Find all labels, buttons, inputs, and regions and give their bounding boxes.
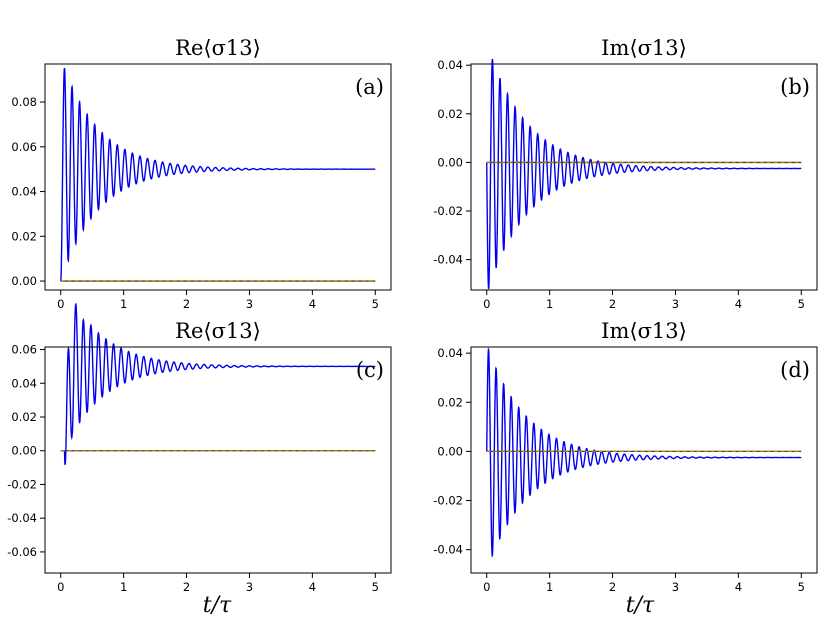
x-tick-label: 5 — [372, 580, 379, 594]
x-tick-label: 4 — [735, 580, 742, 594]
panel-title: Re⟨σ13⟩ — [175, 36, 261, 60]
x-tick-label: 3 — [672, 297, 679, 311]
x-tick-label: 5 — [798, 580, 805, 594]
y-tick-label: 0.04 — [11, 185, 37, 199]
x-tick-label: 3 — [246, 297, 253, 311]
plot-frame — [470, 346, 818, 574]
panel-title: Im⟨σ13⟩ — [601, 319, 687, 343]
x-tick-label: 2 — [609, 297, 616, 311]
y-tick-label: -0.04 — [433, 543, 463, 557]
panel-label: (a) — [355, 75, 384, 99]
panel-title: Im⟨σ13⟩ — [601, 36, 687, 60]
y-tick-label: -0.02 — [7, 477, 37, 491]
x-tick-label: 2 — [183, 580, 190, 594]
x-tick-label: 0 — [483, 297, 490, 311]
panel-a: Re⟨σ13⟩ 0 1 2 3 4 5 0.00 0.02 0.04 0.06 0.08 (a) — [11, 36, 392, 311]
series-line-oscillating — [60, 67, 376, 282]
y-tick-label: 0.02 — [11, 229, 37, 243]
x-tick-label: 0 — [57, 580, 64, 594]
y-tick-label: 0.00 — [11, 274, 37, 288]
y-tick-label: 0.00 — [437, 444, 463, 458]
plot-frame — [44, 63, 392, 291]
x-tick-label: 1 — [546, 297, 553, 311]
y-tick-label: 0.04 — [437, 58, 463, 72]
plot-frame — [44, 346, 392, 574]
x-axis-label-left: t/τ — [203, 593, 232, 618]
x-tick-label: 4 — [735, 297, 742, 311]
panel-label: (d) — [780, 358, 810, 382]
panel-c: Re⟨σ13⟩ 0 1 2 3 4 5 -0.06 -0.04 -0.02 0.00 0.02 0.04… — [7, 302, 392, 594]
y-tick-label: 0.08 — [11, 95, 37, 109]
x-tick-label: 5 — [798, 297, 805, 311]
x-axis-label-right: t/τ — [626, 593, 655, 618]
y-tick-label: -0.06 — [7, 545, 37, 559]
x-tick-label: 1 — [120, 297, 127, 311]
x-tick-label: 4 — [309, 297, 316, 311]
y-tick-label: 0.06 — [11, 140, 37, 154]
panel-d: Im⟨σ13⟩ 0 1 2 3 4 5 -0.04 -0.02 0.00 0.02 0.04 (d) — [433, 319, 818, 594]
y-tick-label: 0.04 — [437, 346, 463, 360]
y-tick-label: -0.04 — [7, 511, 37, 525]
x-tick-label: 5 — [372, 297, 379, 311]
y-tick-label: 0.02 — [11, 410, 37, 424]
y-tick-label: 0.06 — [11, 343, 37, 357]
series-line-oscillating — [486, 347, 802, 558]
x-tick-label: 1 — [120, 580, 127, 594]
x-tick-label: 2 — [183, 297, 190, 311]
panel-b: Im⟨σ13⟩ 0 1 2 3 4 5 -0.04 -0.02 0.00 0.02 0.04 (b) — [433, 36, 818, 311]
x-tick-label: 0 — [483, 580, 490, 594]
y-tick-label: 0.00 — [437, 155, 463, 169]
panel-label: (b) — [780, 75, 810, 99]
y-tick-label: 0.04 — [11, 376, 37, 390]
y-tick-label: -0.04 — [433, 253, 463, 267]
x-tick-label: 3 — [246, 580, 253, 594]
series-line-oscillating — [486, 58, 802, 290]
y-tick-label: 0.02 — [437, 395, 463, 409]
x-tick-label: 1 — [546, 580, 553, 594]
y-tick-label: -0.02 — [433, 204, 463, 218]
x-tick-label: 0 — [57, 297, 64, 311]
x-tick-label: 4 — [309, 580, 316, 594]
x-tick-label: 3 — [672, 580, 679, 594]
panel-label: (c) — [356, 358, 384, 382]
y-tick-label: -0.02 — [433, 494, 463, 508]
x-tick-label: 2 — [609, 580, 616, 594]
y-tick-label: 0.00 — [11, 444, 37, 458]
plot-frame — [470, 63, 818, 291]
y-tick-label: 0.02 — [437, 107, 463, 121]
series-line-oscillating — [60, 302, 376, 465]
panel-title: Re⟨σ13⟩ — [175, 319, 261, 343]
